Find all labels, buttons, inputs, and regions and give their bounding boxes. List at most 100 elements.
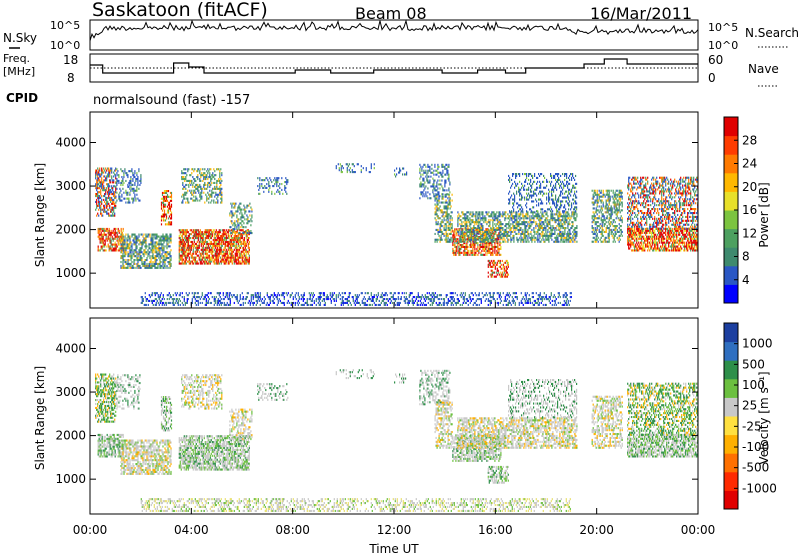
data-cell [434,179,436,182]
data-cell [102,187,104,190]
data-cell [166,241,168,244]
data-cell [498,213,500,216]
data-cell [493,261,495,264]
data-cell [464,232,466,235]
data-cell [103,206,105,209]
data-cell [505,215,507,218]
data-cell [437,193,439,196]
data-cell [500,275,502,278]
data-cell [491,261,493,264]
data-cell [218,250,220,253]
data-cell [115,175,117,178]
data-cell [470,234,472,237]
data-cell [138,233,140,236]
data-cell [113,210,115,213]
data-cell [466,244,468,247]
data-cell [424,171,426,174]
data-cell [207,260,209,263]
data-cell [232,212,234,215]
data-cell [201,248,203,251]
data-cell [451,225,453,228]
data-cell [184,262,186,265]
data-cell [546,213,548,216]
data-cell [202,187,204,190]
data-cell [452,244,454,247]
data-cell [477,215,479,218]
data-cell [136,241,138,244]
data-cell [266,177,268,180]
data-cell [181,233,183,236]
data-cell [449,221,451,224]
data-cell [483,247,485,250]
data-cell [135,245,137,248]
data-cell [211,181,213,184]
data-cell [124,247,126,250]
data-cell [271,181,273,184]
data-cell [182,248,184,251]
data-cell [487,275,489,278]
data-cell [191,193,193,196]
data-cell [481,245,483,248]
data-cell [425,193,427,196]
data-cell [221,237,223,240]
data-cell [539,221,541,224]
data-cell [211,174,213,177]
data-cell [207,197,209,200]
data-cell [277,181,279,184]
data-cell [498,228,500,231]
data-cell [523,238,525,241]
data-cell [469,245,471,248]
data-cell [223,235,225,238]
data-cell [516,232,518,235]
data-cell [425,165,427,168]
data-cell [230,244,232,247]
data-cell [135,237,137,240]
data-cell [570,217,572,220]
data-cell [170,239,172,242]
data-cell [474,240,476,243]
data-cell [112,198,114,201]
data-cell [470,232,472,235]
data-cell [202,237,204,240]
data-cell [102,243,104,246]
data-cell [513,238,515,241]
data-cell [180,231,182,234]
data-cell [227,233,229,236]
data-cell [206,246,208,249]
data-cell [168,223,171,226]
data-cell [113,175,115,178]
data-cell [537,236,539,239]
data-cell [222,258,224,261]
data-cell [511,219,513,222]
data-cell [428,181,430,184]
data-cell [469,223,471,226]
data-cell [140,181,142,184]
data-cell [104,241,106,244]
data-cell [434,238,436,241]
data-cell [209,193,211,196]
data-cell [115,185,117,188]
data-cell [134,241,136,244]
data-cell [204,233,206,236]
data-cell [233,229,235,232]
data-cell [444,165,446,168]
data-cell [217,195,219,198]
data-cell [169,217,172,220]
data-cell [112,237,114,240]
data-cell [438,234,440,237]
data-cell [185,240,187,243]
data-cell [497,223,499,226]
data-cell [277,179,279,182]
data-cell [165,235,167,238]
data-cell [495,253,497,256]
data-cell [494,244,496,247]
data-cell [187,231,189,234]
data-cell [122,249,124,252]
data-cell [463,221,465,224]
data-cell [235,235,237,238]
data-cell [239,240,241,243]
data-cell [100,212,102,215]
data-cell [137,266,139,269]
data-cell [201,239,203,242]
data-cell [536,188,538,191]
